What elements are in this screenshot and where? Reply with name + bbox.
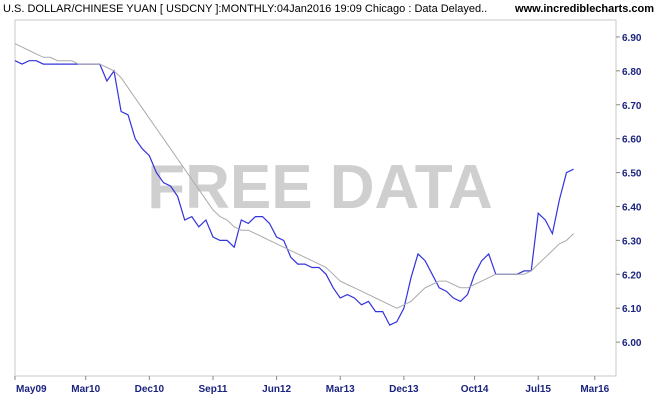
chart-header: U.S. DOLLAR/CHINESE YUAN [ USDCNY ]:MONT… [0,0,660,20]
y-tick-label: 6.50 [622,169,642,180]
watermark-text: FREE DATA [147,153,493,222]
x-tick-label: Dec13 [389,384,419,395]
y-tick-label: 6.20 [622,270,642,281]
plot-area [14,19,617,377]
y-tick-label: 6.40 [622,202,642,213]
y-tick-label: 6.80 [622,67,642,78]
y-tick-label: 6.60 [622,135,642,146]
y-tick-label: 6.00 [622,338,642,349]
x-tick-label: May09 [16,384,47,395]
price-series-line [14,60,574,326]
x-tick-label: Mar10 [71,384,100,395]
x-tick-label: Oct14 [461,384,489,395]
x-tick-label: Jul15 [525,384,551,395]
y-tick-label: 6.10 [622,304,642,315]
moving-average-line [14,43,574,309]
source-url[interactable]: www.incrediblecharts.com [515,3,654,15]
y-tick-label: 6.90 [622,33,642,44]
chart-title: U.S. DOLLAR/CHINESE YUAN [ USDCNY ]:MONT… [3,3,488,15]
y-tick-label: 6.70 [622,101,642,112]
x-tick-label: Mar16 [580,384,609,395]
y-tick-label: 6.30 [622,236,642,247]
x-tick-label: Jun12 [262,384,291,395]
x-tick-label: Mar13 [326,384,355,395]
x-tick-label: Dec10 [135,384,165,395]
x-tick-label: Sep11 [199,384,228,395]
